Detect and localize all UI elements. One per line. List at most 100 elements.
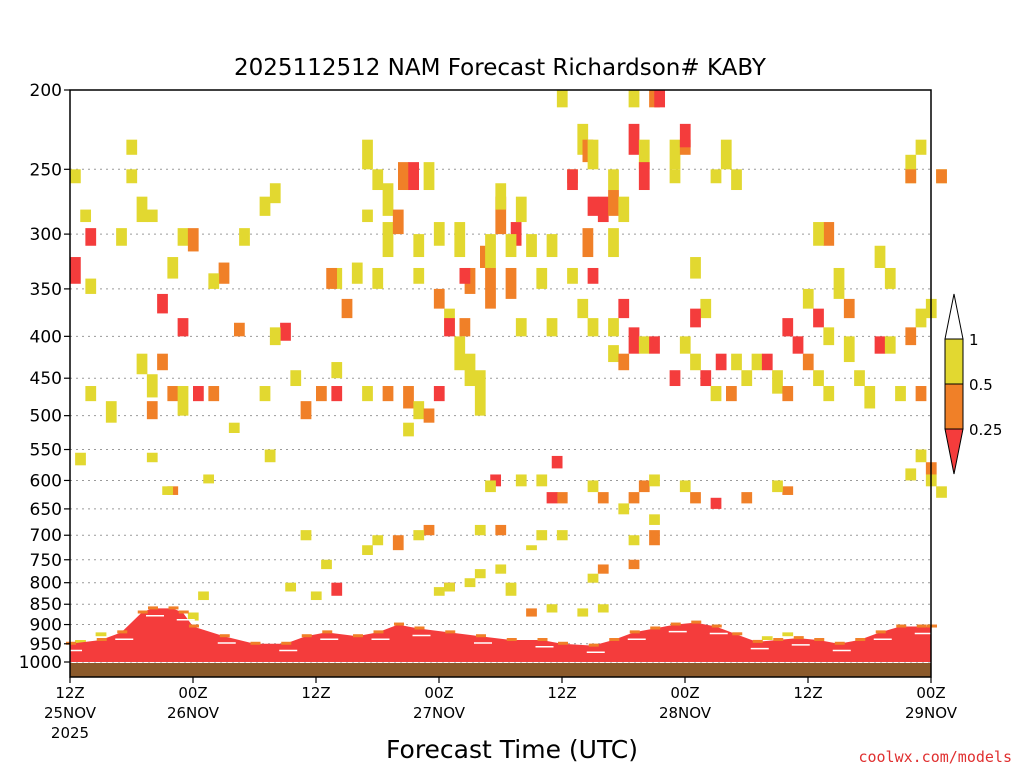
x-tick-date: 26NOV bbox=[167, 704, 220, 722]
heatmap-cell bbox=[874, 245, 886, 268]
pbl-fringe bbox=[773, 638, 784, 642]
x-tick-date: 25NOV bbox=[44, 704, 97, 722]
grid-lines bbox=[70, 89, 931, 663]
heatmap-cell bbox=[679, 336, 691, 354]
heatmap-cell bbox=[669, 370, 681, 387]
heatmap-cell bbox=[628, 90, 640, 108]
heatmap-cell bbox=[536, 267, 548, 289]
heatmap-cell bbox=[761, 636, 773, 641]
heatmap-cell bbox=[587, 267, 599, 284]
x-tick-date: 27NOV bbox=[413, 704, 466, 722]
heatmap-cell bbox=[495, 183, 507, 210]
pbl-fringe bbox=[189, 624, 199, 628]
heatmap-cell bbox=[577, 123, 589, 155]
heatmap-cell bbox=[392, 535, 404, 551]
heatmap-cell bbox=[80, 209, 92, 223]
heatmap-cell bbox=[459, 267, 471, 284]
heatmap-cell bbox=[341, 298, 353, 319]
y-tick-label: 350 bbox=[30, 280, 62, 300]
heatmap-cell bbox=[823, 327, 835, 346]
y-tick-label: 700 bbox=[30, 526, 62, 546]
heatmap-cell bbox=[362, 209, 373, 223]
x-tick-time: 12Z bbox=[793, 684, 822, 702]
heatmap-cell bbox=[505, 234, 517, 258]
heatmap-cell bbox=[597, 492, 609, 504]
heatmap-cell bbox=[546, 492, 558, 504]
x-tick-time: 00Z bbox=[178, 684, 207, 702]
heatmap-cell bbox=[126, 169, 138, 184]
pbl-fringe bbox=[670, 622, 681, 626]
heatmap-cell bbox=[915, 308, 927, 328]
heatmap-cell bbox=[490, 474, 502, 487]
heatmap-cell bbox=[884, 267, 896, 289]
heatmap-cell bbox=[813, 308, 824, 328]
heatmap-cell bbox=[864, 386, 876, 409]
heatmap-cell bbox=[597, 604, 609, 613]
heatmap-cell bbox=[423, 524, 435, 536]
heatmap-cell bbox=[546, 604, 558, 613]
pbl-fringe bbox=[219, 634, 230, 638]
heatmap-cell bbox=[731, 169, 742, 191]
heatmap-cell bbox=[75, 640, 86, 644]
heatmap-cell bbox=[715, 353, 727, 371]
pbl-fringe bbox=[322, 630, 333, 634]
heatmap-cell bbox=[782, 632, 794, 637]
heatmap-cell bbox=[782, 318, 794, 337]
pbl-fringe bbox=[916, 624, 927, 628]
heatmap-cell bbox=[382, 386, 394, 402]
pbl-fringe bbox=[875, 630, 886, 634]
heatmap-cell bbox=[495, 196, 507, 235]
heatmap-cell bbox=[413, 267, 425, 284]
pbl-fringe bbox=[855, 638, 866, 642]
heatmap-cell bbox=[726, 386, 737, 402]
heatmap-cell bbox=[710, 386, 722, 402]
heatmap-cell bbox=[495, 524, 507, 536]
heatmap-cell bbox=[720, 139, 732, 170]
heatmap-cell bbox=[546, 234, 558, 258]
heatmap-cell bbox=[316, 386, 327, 402]
pbl-fringe bbox=[506, 638, 517, 642]
heatmap-cell bbox=[464, 578, 476, 588]
heatmap-cell bbox=[203, 474, 215, 484]
heatmap-cell bbox=[915, 449, 927, 463]
heatmap-cell bbox=[193, 386, 204, 402]
heatmap-cell bbox=[792, 336, 804, 354]
heatmap-cell bbox=[85, 386, 97, 402]
heatmap-cell bbox=[208, 273, 220, 289]
heatmap-cell bbox=[618, 353, 630, 371]
heatmap-cell bbox=[239, 228, 250, 246]
chart-title: 2025112512 NAM Forecast Richardson# KABY bbox=[234, 55, 767, 81]
heatmap-cell bbox=[331, 362, 343, 379]
heatmap-cell bbox=[326, 267, 338, 289]
pbl-fringe bbox=[793, 636, 804, 640]
heatmap-cell bbox=[310, 591, 322, 601]
heatmap-cell bbox=[608, 318, 619, 337]
heatmap-cell bbox=[372, 267, 384, 289]
colorbar-orange bbox=[944, 383, 964, 430]
heatmap-cell bbox=[567, 169, 578, 191]
colorbar-label: 0.25 bbox=[969, 421, 1002, 439]
heatmap-cell bbox=[582, 228, 594, 258]
heatmap-cell bbox=[116, 228, 127, 246]
pbl-fringe bbox=[394, 622, 404, 626]
heatmap-cell bbox=[351, 262, 363, 284]
heatmap-cell bbox=[372, 169, 384, 191]
heatmap-cell bbox=[638, 139, 650, 170]
heatmap-cell bbox=[413, 401, 425, 420]
heatmap-cell bbox=[618, 196, 630, 223]
heatmap-cell bbox=[495, 564, 507, 574]
heatmap-cell bbox=[638, 480, 650, 493]
heatmap-cell bbox=[546, 318, 558, 337]
x-tick-time: 12Z bbox=[301, 684, 330, 702]
heatmap-cell bbox=[628, 535, 640, 546]
heatmap-cell bbox=[408, 162, 420, 191]
heatmap-cell bbox=[884, 336, 896, 354]
heatmap-cell bbox=[505, 267, 517, 299]
heatmap-cell bbox=[597, 196, 609, 223]
pbl-fringe bbox=[117, 630, 128, 634]
heatmap-cell bbox=[474, 370, 486, 416]
heatmap-cell bbox=[459, 318, 471, 337]
heatmap-cell bbox=[433, 288, 445, 309]
heatmap-cell bbox=[403, 422, 414, 437]
